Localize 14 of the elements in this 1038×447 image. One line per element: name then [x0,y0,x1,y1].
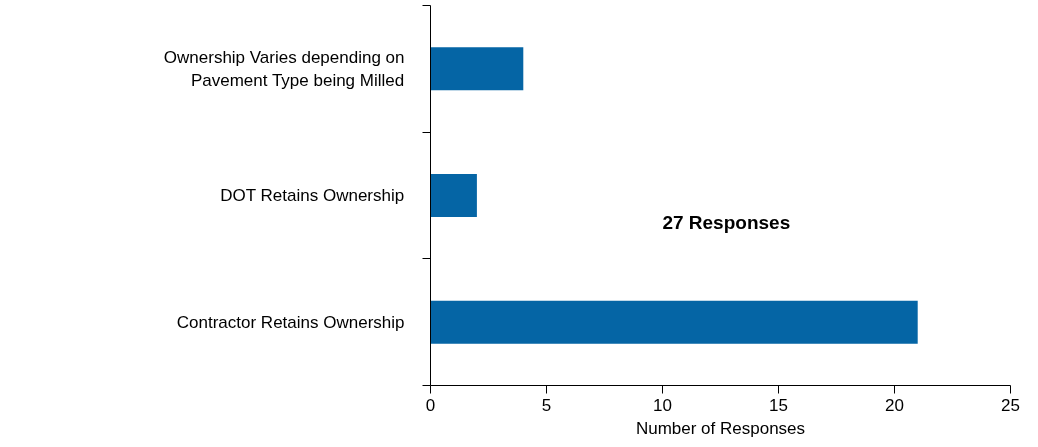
x-tick-label: 5 [541,395,552,415]
y-tick-label: Ownership Varies depending on Pavement Type being Milled [163,47,405,90]
x-tick-label: 25 [1001,395,1020,415]
x-tick-label: 0 [425,395,436,415]
y-tick-label: Contractor Retains Ownership [176,312,405,332]
annotation: 27 Responses [662,211,791,233]
x-tick-label: 15 [769,395,788,415]
bar [430,300,918,344]
bar [430,47,524,91]
bar [430,173,477,218]
x-tick-label: 10 [653,395,672,415]
y-tick-label: DOT Retains Ownership [220,186,405,205]
x-tick-label: 20 [885,395,904,415]
x-axis-title: Number of Responses [635,418,806,438]
